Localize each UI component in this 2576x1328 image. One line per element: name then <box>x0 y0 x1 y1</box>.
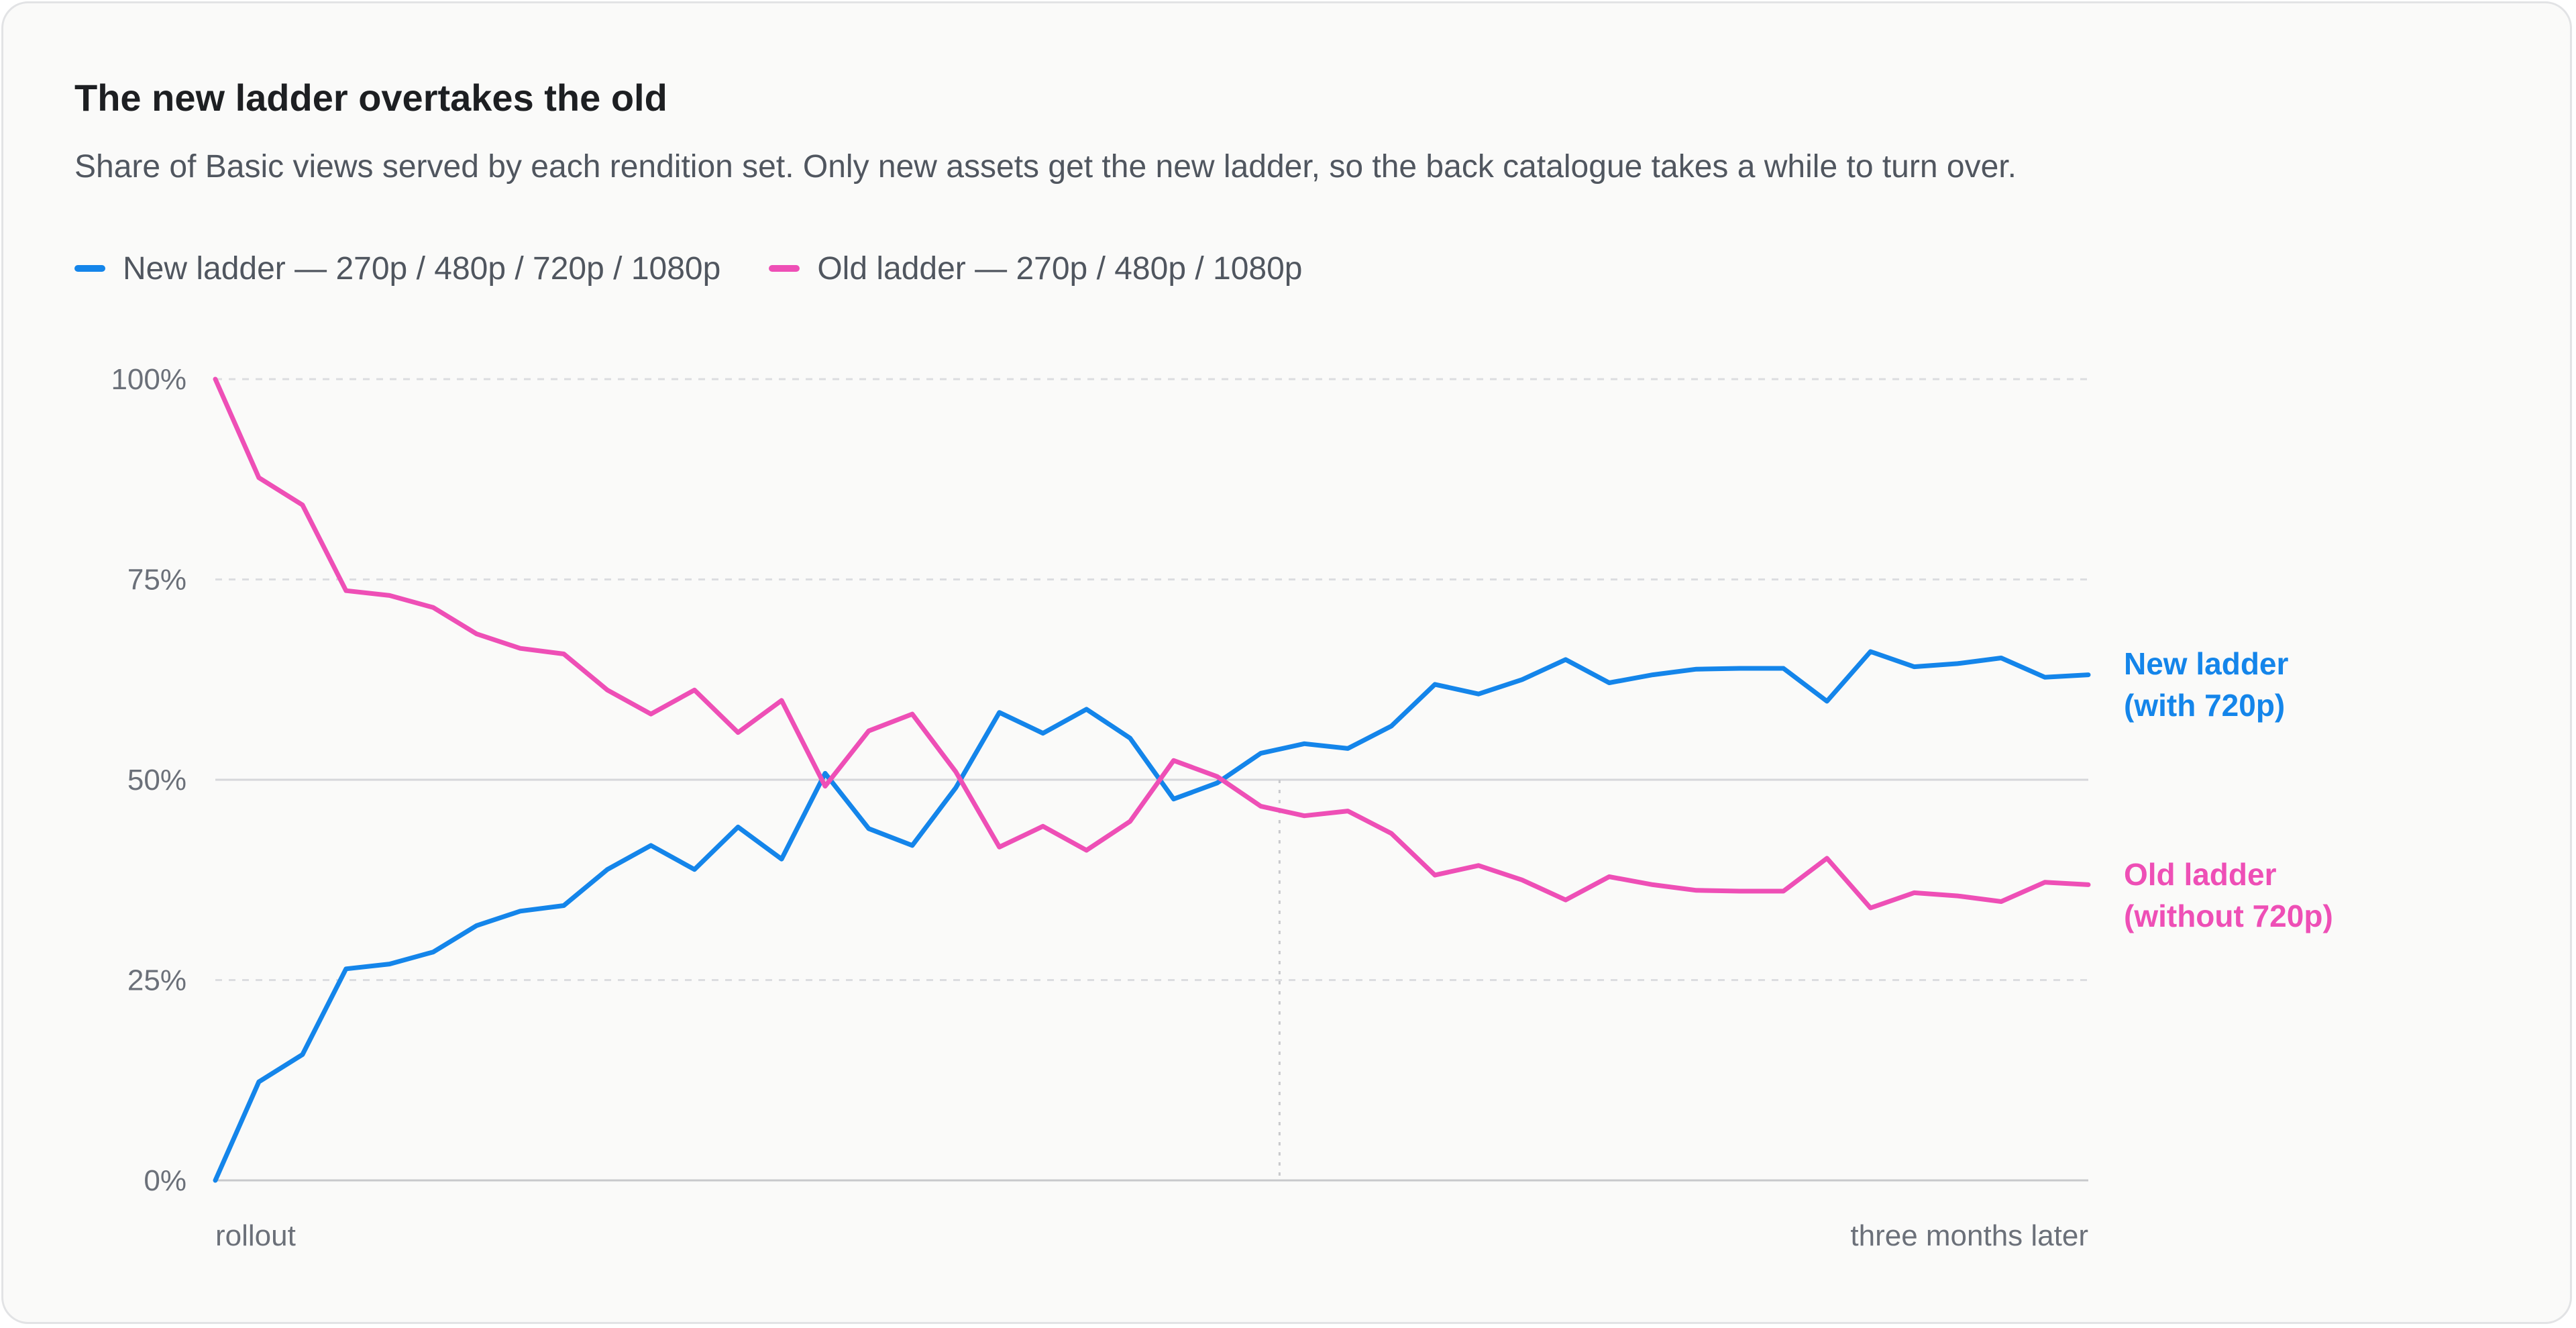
end-label-old-ladder-0: Old ladder <box>2124 857 2277 892</box>
reference-lines <box>215 778 2088 1180</box>
end-label-old-ladder-1: (without 720p) <box>2124 899 2333 933</box>
y-tick-label-100: 100% <box>111 363 186 396</box>
legend-swatch-old-ladder <box>769 265 800 272</box>
series-line-new-ladder[interactable] <box>213 649 2091 1183</box>
end-label-new-ladder-1: (with 720p) <box>2124 688 2285 723</box>
legend-item-new-ladder[interactable]: New ladder — 270p / 480p / 720p / 1080p <box>74 250 720 287</box>
legend-swatch-new-ladder <box>74 265 105 272</box>
series-lines <box>213 376 2091 1183</box>
legend-item-old-ladder[interactable]: Old ladder — 270p / 480p / 1080p <box>769 250 1303 287</box>
y-tick-label-50: 50% <box>127 764 186 797</box>
legend-label-old-ladder: Old ladder — 270p / 480p / 1080p <box>817 250 1303 287</box>
legend: New ladder — 270p / 480p / 720p / 1080p … <box>74 246 1351 291</box>
y-tick-label-0: 0% <box>144 1164 186 1197</box>
x-label-end: three months later <box>1850 1219 2088 1252</box>
series-line-old-ladder[interactable] <box>213 376 2091 911</box>
legend-label-new-ladder: New ladder — 270p / 480p / 720p / 1080p <box>123 250 721 287</box>
chart-title: The new ladder overtakes the old <box>74 76 667 119</box>
end-label-new-ladder-0: New ladder <box>2124 646 2289 681</box>
y-tick-label-75: 75% <box>127 564 186 597</box>
grid <box>215 378 2088 981</box>
chart-subtitle: Share of Basic views served by each rend… <box>74 149 2017 185</box>
x-label-start: rollout <box>215 1219 296 1252</box>
chart-labels: 0% 25% 50% 75% 100% rollout three months later… <box>111 363 2332 1252</box>
y-tick-label-25: 25% <box>127 964 186 997</box>
